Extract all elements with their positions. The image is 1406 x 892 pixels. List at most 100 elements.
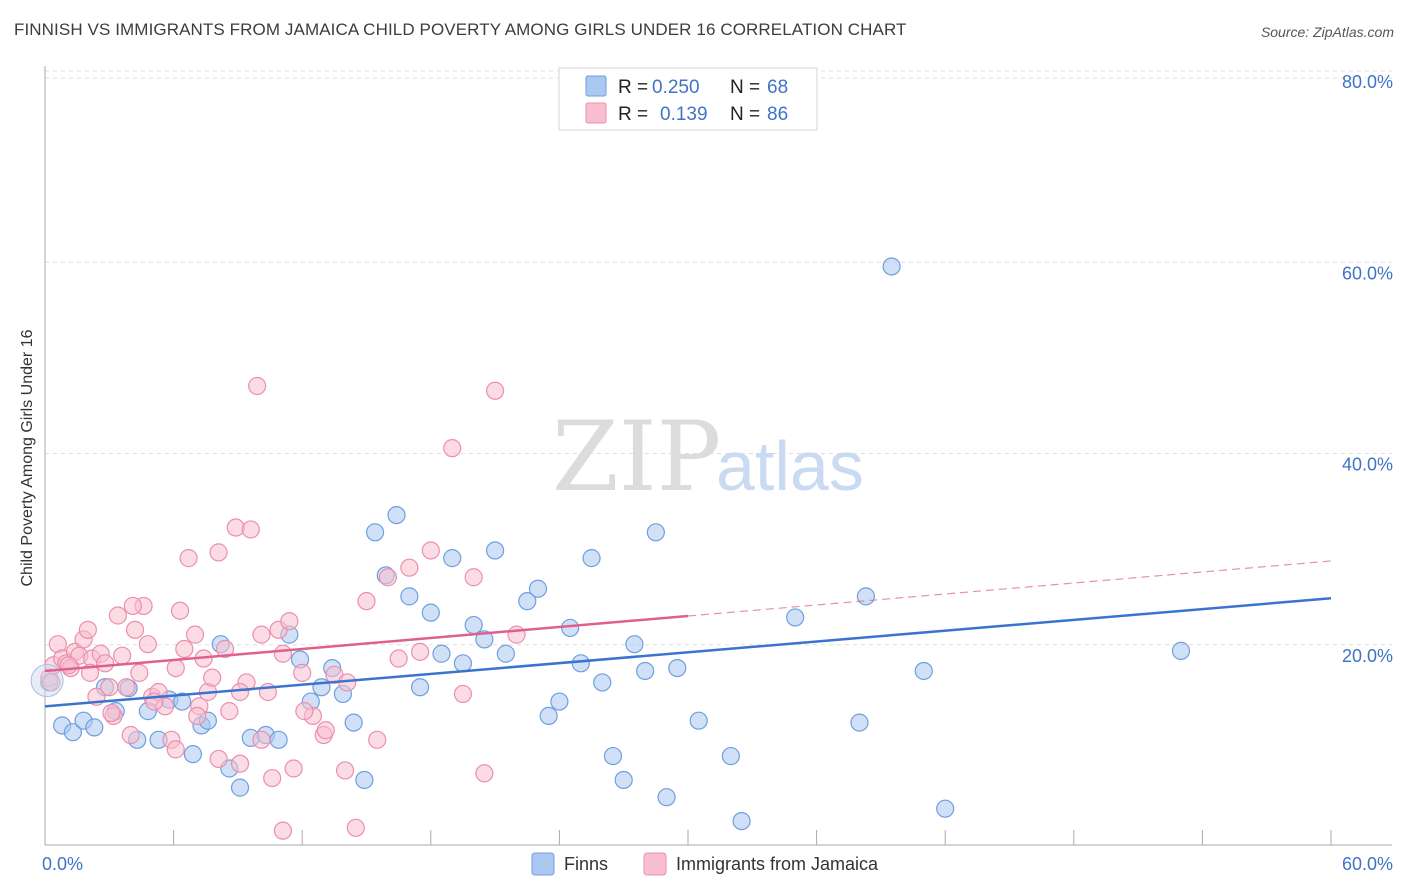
finns-point [561, 618, 580, 638]
jamaica-point [263, 768, 282, 788]
finns-point [936, 799, 955, 818]
jamaica-point [410, 642, 430, 661]
finns-point [603, 746, 623, 766]
jamaica-point [346, 818, 365, 837]
jamaica-point [230, 754, 250, 773]
y-tick-label: 80.0% [1342, 72, 1393, 92]
finns-point [614, 770, 633, 790]
jamaica-point [284, 759, 303, 778]
jamaica-point [78, 620, 97, 639]
finns-point [856, 587, 875, 606]
jamaica-point [113, 646, 132, 665]
finns-point-large [30, 664, 64, 698]
jamaica-point [130, 663, 149, 682]
legend-r-label-jamaica: R = [618, 104, 648, 125]
legend-swatch-finns [585, 75, 607, 97]
trend-lines [44, 560, 1332, 708]
jamaica-point [95, 654, 115, 673]
jamaica-point [421, 541, 440, 560]
finns-point [312, 678, 331, 697]
bottom-legend-label-jamaica: Immigrants from Jamaica [676, 854, 879, 874]
jamaica-point [378, 568, 398, 587]
y-tick-label: 40.0% [1342, 455, 1393, 475]
jamaica-point [230, 682, 250, 702]
finns-point [636, 661, 655, 681]
finns-point [593, 673, 612, 692]
jamaica-point [166, 740, 185, 759]
finns-point [421, 603, 440, 622]
finns-point [646, 523, 665, 542]
jamaica-point [121, 725, 140, 745]
bottom-legend-swatch-jamaica [643, 852, 667, 876]
y-tick-label: 20.0% [1342, 646, 1393, 666]
bottom-legend-label-finns: Finns [564, 854, 608, 874]
finns-point [657, 788, 676, 807]
finns-point [689, 711, 708, 730]
jamaica-point [42, 673, 61, 692]
finns-point [355, 770, 374, 790]
legend-swatch-jamaica [585, 102, 607, 124]
jamaica-trend-line [44, 614, 689, 673]
finns-point [230, 778, 250, 797]
finns-point [464, 615, 483, 635]
jamaica-point [138, 635, 157, 654]
legend: R = 0.250 N = 68 R = 0.139 N = 86 [558, 67, 818, 131]
jamaica-point [389, 649, 408, 668]
jamaica-point [316, 721, 335, 740]
bottom-legend: Finns Immigrants from Jamaica [531, 852, 879, 876]
jamaica-point [108, 606, 127, 625]
jamaica-point [220, 702, 239, 721]
jamaica-point [203, 668, 222, 687]
legend-r-value-finns: 0.250 [652, 77, 700, 98]
jamaica-point [170, 601, 190, 620]
jamaica-point [464, 568, 483, 587]
jamaica-point [215, 639, 235, 659]
data-points [30, 257, 1191, 840]
finns-point [475, 630, 494, 649]
jamaica-point [443, 439, 462, 458]
jamaica-point [273, 644, 293, 663]
legend-n-value-finns: 68 [767, 77, 788, 98]
finns-point [528, 579, 548, 598]
finns-point [410, 678, 430, 697]
jamaica-point [59, 656, 78, 675]
chart-title: FINNISH VS IMMIGRANTS FROM JAMAICA CHILD… [14, 20, 907, 39]
jamaica-point [175, 639, 194, 659]
finns-point [63, 723, 82, 742]
jamaica-point [248, 376, 267, 396]
finns-point [732, 811, 751, 831]
jamaica-point [209, 749, 228, 769]
finns-point [914, 661, 933, 681]
x-tick-label-min: 0.0% [42, 854, 83, 874]
jamaica-point [102, 703, 121, 723]
grid-lines [45, 70, 1392, 646]
bottom-legend-swatch-finns [531, 852, 555, 876]
finns-point [269, 730, 288, 749]
finns-point [496, 644, 515, 663]
jamaica-point [293, 663, 312, 682]
jamaica-point [123, 596, 142, 616]
finns-point [571, 654, 590, 673]
jamaica-point [100, 678, 119, 697]
finns-point [453, 654, 473, 673]
jamaica-point [117, 678, 136, 697]
finns-point [344, 713, 363, 732]
jamaica-point [400, 558, 419, 577]
finns-point [173, 692, 192, 711]
finns-point [85, 718, 104, 737]
axes [44, 66, 1392, 846]
finns-point [518, 592, 537, 611]
jamaica-trend-line-extension [687, 560, 1332, 617]
legend-n-label-jamaica: N = [730, 104, 760, 125]
jamaica-point [241, 520, 260, 539]
jamaica-point [273, 821, 293, 840]
jamaica-point [453, 684, 473, 704]
finns-point [550, 692, 569, 711]
legend-r-value-jamaica: 0.139 [660, 104, 708, 125]
jamaica-point [179, 549, 198, 568]
watermark: ZIP atlas [552, 401, 864, 513]
finns-point [850, 713, 869, 732]
jamaica-point [335, 761, 355, 780]
jamaica-point [209, 543, 228, 562]
jamaica-point [475, 764, 494, 783]
